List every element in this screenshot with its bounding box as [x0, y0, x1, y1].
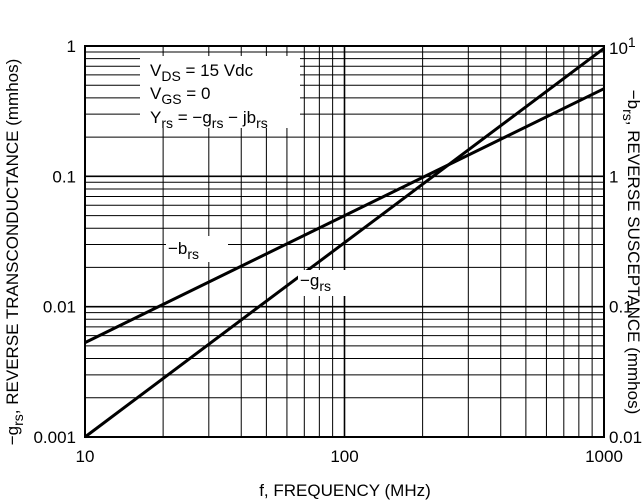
y-left-tick-label: 1 — [67, 37, 76, 56]
plot-frame — [84, 45, 605, 438]
x-tick-label: 100 — [330, 447, 358, 466]
y-right-tick-label: 0.01 — [609, 428, 642, 447]
brs-label-background — [166, 236, 228, 262]
tick-labels: 10 100 1000 1 0.1 0.01 0.001 1 0.1 0.01 — [33, 37, 642, 466]
y-right-tick-label: 1 — [609, 167, 618, 186]
y-left-tick-label: 0.1 — [52, 167, 76, 186]
y-left-tick-label: 0.001 — [33, 428, 76, 447]
series-grs-line — [84, 47, 605, 439]
grs-label-background — [298, 270, 352, 296]
y-axis-left-label: −grs, REVERSE TRANSCONDUCTANCE (mmhos) — [3, 59, 26, 446]
series-label-grs: −grs — [300, 271, 331, 294]
y-right-tick-label-top: 101 — [609, 34, 636, 58]
series-label-brs: −brs — [168, 239, 199, 262]
annotation-yrs: Yrs = −grs − jbrs — [150, 108, 268, 131]
x-tick-label: 1000 — [585, 447, 623, 466]
legend-box-background — [140, 56, 300, 128]
series-brs-line — [84, 87, 605, 344]
y-right-tick-label: 0.1 — [609, 298, 633, 317]
y-left-tick-label: 0.01 — [43, 298, 76, 317]
x-tick-label: 10 — [76, 447, 95, 466]
x-axis-label: f, FREQUENCY (MHz) — [259, 481, 431, 500]
series-lines — [84, 47, 605, 439]
annotation-vgs: VGS = 0 — [150, 84, 210, 107]
y-axis-right-label: −brs, REVERSE SUSCEPTANCE (mmhos) — [620, 90, 643, 415]
annotation-vds: VDS = 15 Vdc — [150, 61, 254, 84]
